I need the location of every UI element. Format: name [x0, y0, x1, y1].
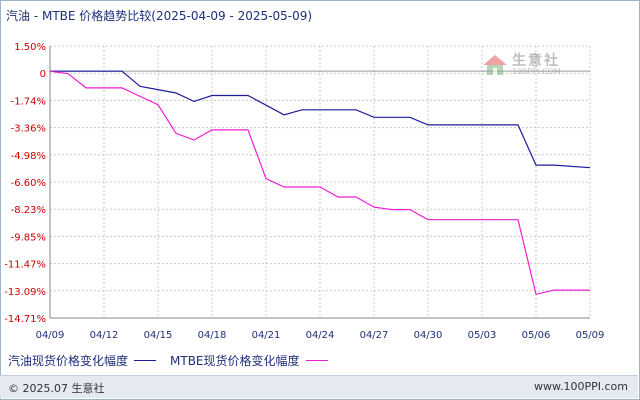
y-tick-label: -11.47% [4, 260, 46, 271]
x-tick-label: 04/15 [144, 330, 173, 341]
footer-url[interactable]: www.100PPI.com [534, 380, 628, 393]
x-tick-label: 04/09 [36, 330, 65, 341]
y-tick-label: -4.98% [11, 151, 46, 162]
y-tick-label: -3.36% [11, 124, 46, 135]
y-tick-label: -9.85% [11, 232, 46, 243]
x-tick-label: 05/06 [522, 330, 551, 341]
legend-label-series-2: MTBE现货价格变化幅度 [170, 354, 300, 368]
watermark-name: 生意社 [512, 53, 560, 69]
y-tick-label: 0 [40, 69, 46, 80]
y-tick-label: -13.09% [4, 287, 46, 298]
y-tick-label: -1.74% [11, 96, 46, 107]
series-line-1 [50, 70, 591, 169]
legend-swatch-series-1 [134, 360, 157, 361]
y-tick-label: -8.23% [11, 205, 46, 216]
y-tick-label: -14.71% [4, 314, 46, 325]
y-tick-label: 1.50% [14, 42, 46, 53]
house-logo-icon [483, 55, 507, 75]
x-tick-label: 04/24 [306, 330, 335, 341]
x-tick-label: 04/18 [198, 330, 227, 341]
x-tick-label: 05/09 [576, 330, 605, 341]
legend: 汽油现货价格变化幅度 MTBE现货价格变化幅度 [8, 352, 342, 369]
chart-title: 汽油 - MTBE 价格趋势比较(2025-04-09 - 2025-05-09… [6, 9, 313, 23]
x-tick-label: 05/03 [468, 330, 497, 341]
y-tick-label: -6.60% [11, 178, 46, 189]
x-tick-label: 04/27 [360, 330, 389, 341]
watermark-url: 100PPI.COM [512, 67, 561, 76]
legend-swatch-series-2 [305, 360, 328, 361]
legend-item-series-1: 汽油现货价格变化幅度 [8, 352, 157, 369]
watermark: 生意社 100PPI.COM [482, 54, 561, 76]
x-tick-label: 04/21 [252, 330, 281, 341]
legend-label-series-1: 汽油现货价格变化幅度 [8, 354, 129, 368]
x-tick-label: 04/12 [90, 330, 119, 341]
legend-item-series-2: MTBE现货价格变化幅度 [170, 352, 328, 369]
footer-copyright: © 2025.07 生意社 [8, 382, 105, 395]
footer: © 2025.07 生意社 www.100PPI.com [0, 375, 638, 398]
series-line-2 [49, 70, 590, 296]
x-tick-label: 04/30 [414, 330, 443, 341]
